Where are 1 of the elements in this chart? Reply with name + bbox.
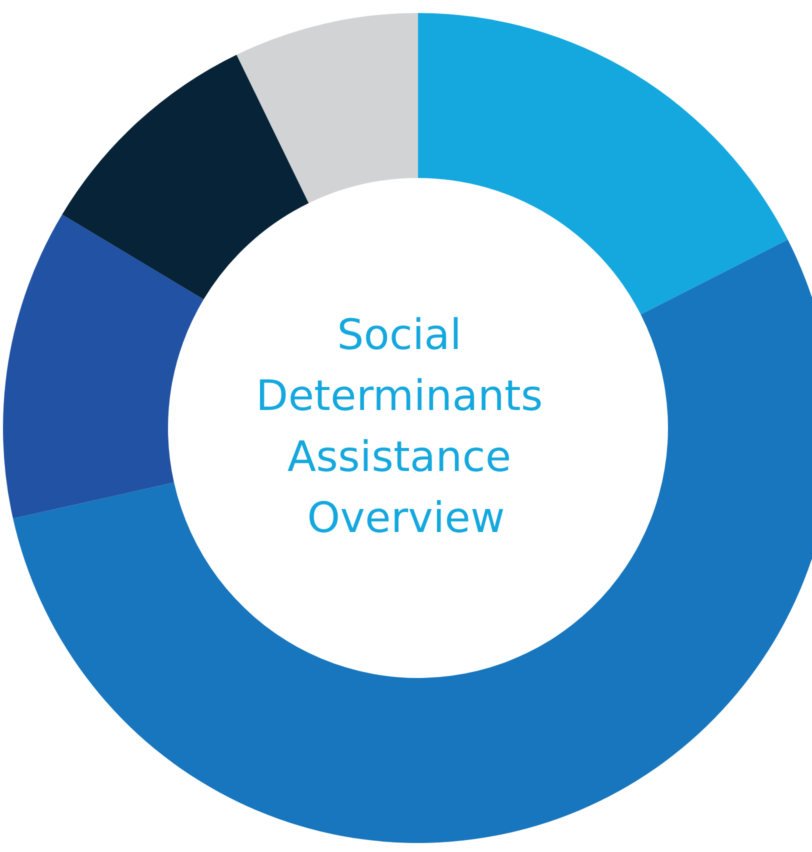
text: Social Determinants Assistance Overview [256,310,556,542]
